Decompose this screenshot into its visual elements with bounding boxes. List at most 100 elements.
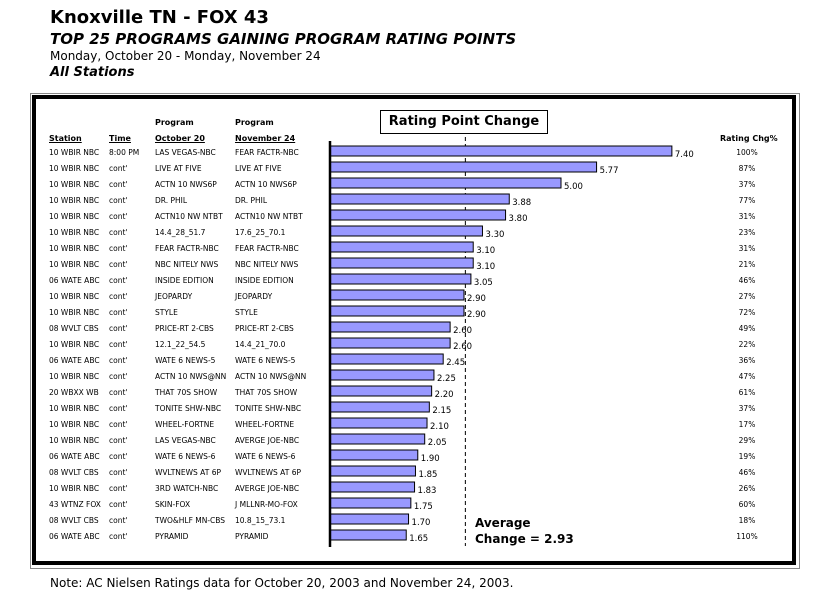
bar-value-label: 1.65 bbox=[409, 534, 428, 544]
row-nov-program: 10.8_15_73.1 bbox=[235, 516, 286, 525]
row-time: cont' bbox=[109, 260, 127, 269]
row-station: 10 WBIR NBC bbox=[49, 292, 99, 301]
row-time: cont' bbox=[109, 196, 127, 205]
chart-title: Rating Point Change bbox=[380, 110, 548, 134]
row-rating-chg-pct: 77% bbox=[739, 196, 756, 205]
row-oct-program: INSIDE EDITION bbox=[155, 276, 214, 285]
bar-value-label: 3.10 bbox=[476, 262, 495, 272]
row-nov-program: JEOPARDY bbox=[234, 292, 273, 301]
oct-program-column-header: October 20 bbox=[155, 134, 205, 143]
row-nov-program: PYRAMID bbox=[235, 532, 269, 541]
row-rating-chg-pct: 60% bbox=[739, 500, 756, 509]
row-time: cont' bbox=[109, 356, 127, 365]
bar-value-label: 1.83 bbox=[418, 486, 437, 496]
bar bbox=[329, 161, 598, 173]
bar bbox=[329, 529, 407, 541]
row-oct-program: THAT 70S SHOW bbox=[154, 388, 218, 397]
row-oct-program: 12.1_22_54.5 bbox=[155, 340, 206, 349]
row-oct-program: LAS VEGAS-NBC bbox=[155, 436, 216, 445]
row-rating-chg-pct: 26% bbox=[739, 484, 756, 493]
row-rating-chg-pct: 17% bbox=[739, 420, 756, 429]
row-station: 10 WBIR NBC bbox=[49, 196, 99, 205]
row-oct-program: WVLTNEWS AT 6P bbox=[155, 468, 221, 477]
row-rating-chg-pct: 100% bbox=[736, 148, 757, 157]
bar-value-label: 1.70 bbox=[412, 518, 431, 528]
row-nov-program: FEAR FACTR-NBC bbox=[235, 244, 299, 253]
bar bbox=[329, 289, 465, 301]
row-station: 10 WBIR NBC bbox=[49, 404, 99, 413]
bar bbox=[329, 417, 428, 429]
row-nov-program: ACTN10 NW NTBT bbox=[235, 212, 303, 221]
bar bbox=[329, 257, 474, 269]
row-oct-program: 3RD WATCH-NBC bbox=[155, 484, 218, 493]
bar-value-label: 1.90 bbox=[421, 454, 440, 464]
row-station: 10 WBIR NBC bbox=[49, 420, 99, 429]
row-station: 10 WBIR NBC bbox=[49, 180, 99, 189]
bar-value-label: 2.05 bbox=[428, 438, 447, 448]
bar bbox=[329, 177, 562, 189]
row-nov-program: LIVE AT FIVE bbox=[235, 164, 282, 173]
row-station: 06 WATE ABC bbox=[49, 276, 100, 285]
bar bbox=[329, 145, 673, 157]
bar bbox=[329, 337, 451, 349]
row-oct-program: ACTN 10 NWS@NN bbox=[155, 372, 226, 381]
row-station: 10 WBIR NBC bbox=[49, 484, 99, 493]
row-oct-program: WATE 6 NEWS-5 bbox=[155, 356, 216, 365]
row-nov-program: J MLLNR-MO-FOX bbox=[234, 500, 298, 509]
row-time: cont' bbox=[109, 516, 127, 525]
bar-value-label: 1.85 bbox=[418, 470, 437, 480]
bar bbox=[329, 353, 444, 365]
row-rating-chg-pct: 37% bbox=[739, 180, 756, 189]
row-station: 10 WBIR NBC bbox=[49, 228, 99, 237]
bar-value-label: 2.60 bbox=[453, 326, 472, 336]
bar bbox=[329, 465, 416, 477]
station-filter: All Stations bbox=[50, 65, 135, 80]
bar bbox=[329, 241, 474, 253]
bar bbox=[329, 305, 465, 317]
report-subtitle: TOP 25 PROGRAMS GAINING PROGRAM RATING P… bbox=[50, 30, 517, 48]
date-range: Monday, October 20 - Monday, November 24 bbox=[50, 49, 321, 63]
row-rating-chg-pct: 19% bbox=[739, 452, 756, 461]
bar-value-label: 3.05 bbox=[474, 278, 493, 288]
bar bbox=[329, 321, 451, 333]
row-station: 10 WBIR NBC bbox=[49, 340, 99, 349]
row-rating-chg-pct: 31% bbox=[739, 212, 756, 221]
row-time: cont' bbox=[109, 404, 127, 413]
row-nov-program: WHEEL-FORTNE bbox=[235, 420, 294, 429]
row-nov-program: INSIDE EDITION bbox=[235, 276, 294, 285]
row-station: 06 WATE ABC bbox=[49, 356, 100, 365]
row-rating-chg-pct: 49% bbox=[739, 324, 756, 333]
bar-value-label: 5.00 bbox=[564, 182, 583, 192]
row-oct-program: PYRAMID bbox=[155, 532, 189, 541]
row-station: 08 WVLT CBS bbox=[49, 324, 99, 333]
row-nov-program: THAT 70S SHOW bbox=[234, 388, 298, 397]
report-title: Knoxville TN - FOX 43 bbox=[50, 7, 269, 28]
row-rating-chg-pct: 46% bbox=[739, 276, 756, 285]
bar-value-label: 3.80 bbox=[509, 214, 528, 224]
bar-value-label: 2.45 bbox=[446, 358, 465, 368]
row-station: 43 WTNZ FOX bbox=[49, 500, 101, 509]
row-oct-program: DR. PHIL bbox=[155, 196, 188, 205]
row-time: 8:00 PM bbox=[109, 148, 139, 157]
footnote: Note: AC Nielsen Ratings data for Octobe… bbox=[50, 576, 514, 590]
row-station: 20 WBXX WB bbox=[49, 388, 99, 397]
row-time: cont' bbox=[109, 532, 127, 541]
row-nov-program: TONITE SHW-NBC bbox=[234, 404, 301, 413]
row-nov-program: WATE 6 NEWS-5 bbox=[235, 356, 296, 365]
bar-value-label: 1.75 bbox=[414, 502, 433, 512]
row-nov-program: WVLTNEWS AT 6P bbox=[235, 468, 301, 477]
row-rating-chg-pct: 72% bbox=[739, 308, 756, 317]
row-rating-chg-pct: 21% bbox=[739, 260, 756, 269]
bar-value-label: 2.15 bbox=[432, 406, 451, 416]
row-oct-program: ACTN10 NW NTBT bbox=[155, 212, 223, 221]
row-rating-chg-pct: 23% bbox=[739, 228, 756, 237]
row-nov-program: FEAR FACTR-NBC bbox=[235, 148, 299, 157]
row-time: cont' bbox=[109, 308, 127, 317]
row-oct-program: SKIN-FOX bbox=[155, 500, 190, 509]
bar bbox=[329, 369, 435, 381]
bar-value-label: 2.20 bbox=[435, 390, 454, 400]
row-rating-chg-pct: 61% bbox=[739, 388, 756, 397]
bar-value-label: 5.77 bbox=[600, 166, 619, 176]
row-rating-chg-pct: 29% bbox=[739, 436, 756, 445]
row-nov-program: STYLE bbox=[235, 308, 258, 317]
